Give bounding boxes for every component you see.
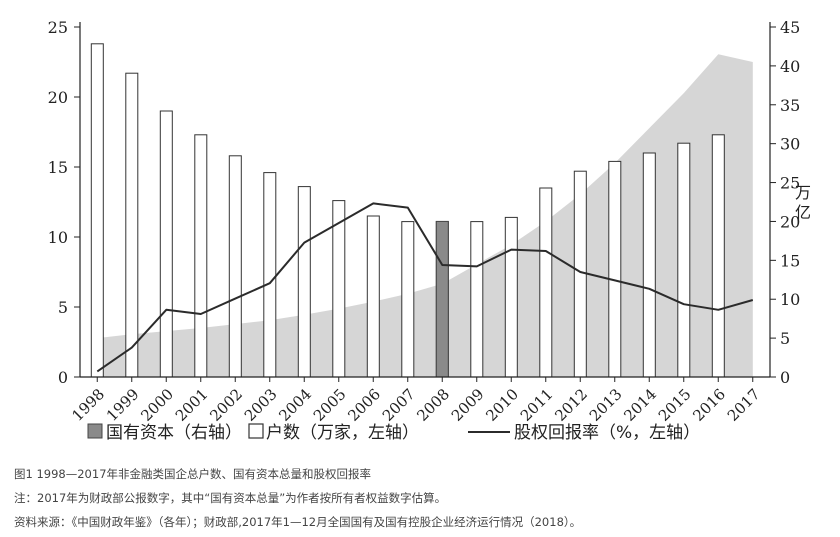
count-bar-2006 bbox=[366, 215, 380, 378]
right-tick-label-5: 5 bbox=[780, 329, 790, 348]
x-tick-label-2006: 2006 bbox=[344, 385, 384, 425]
x-tick-label-2013: 2013 bbox=[586, 385, 626, 425]
roe-line-layer bbox=[96, 202, 754, 373]
capital-bar-2008 bbox=[435, 220, 449, 378]
x-tick-label-2010: 2010 bbox=[482, 385, 522, 425]
right-axis-unit-1: 万 bbox=[795, 183, 811, 202]
left-tick-label-15: 15 bbox=[48, 158, 68, 177]
count-bar-2009 bbox=[470, 221, 484, 378]
right-tick-label-30: 30 bbox=[780, 135, 800, 154]
x-tick-label-2014: 2014 bbox=[620, 385, 660, 425]
x-tick-label-2005: 2005 bbox=[310, 385, 350, 425]
count-bar-2012 bbox=[573, 170, 587, 378]
x-tick-label-2008: 2008 bbox=[413, 385, 453, 425]
capital-area bbox=[97, 54, 753, 377]
count-bar-2007 bbox=[401, 221, 415, 378]
count-bar-1999 bbox=[125, 72, 139, 378]
legend-swatch-capital bbox=[87, 423, 103, 439]
legend-label-roe: 股权回报率（%，左轴） bbox=[514, 423, 700, 443]
count-bar-2004 bbox=[297, 186, 311, 378]
x-tick-label-2015: 2015 bbox=[655, 385, 695, 425]
right-tick-label-20: 20 bbox=[780, 212, 800, 231]
count-bar-2002 bbox=[228, 155, 242, 378]
legend-swatch-count bbox=[248, 423, 264, 439]
right-axis-unit-2: 亿 bbox=[795, 203, 811, 222]
x-tick-label-2003: 2003 bbox=[241, 385, 281, 425]
right-tick-label-40: 40 bbox=[780, 57, 800, 76]
count-bar-2015 bbox=[677, 142, 691, 378]
figure-caption: 图1 1998—2017年非金融类国企总户数、国有资本总量和股权回报率 bbox=[14, 467, 372, 481]
legend-label-count: 户数（万家，左轴） bbox=[266, 423, 419, 443]
right-tick-label-25: 25 bbox=[780, 174, 800, 193]
left-tick-label-5: 5 bbox=[58, 298, 68, 317]
x-tick-label-2017: 2017 bbox=[724, 385, 764, 425]
left-tick-label-25: 25 bbox=[48, 18, 68, 37]
right-tick-label-10: 10 bbox=[780, 290, 800, 309]
x-tick-label-2011: 2011 bbox=[517, 385, 557, 425]
figure-source: 资料来源：《中国财政年鉴》（各年）；财政部,2017年1—12月全国国有及国有控… bbox=[14, 515, 582, 529]
count-bar-2003 bbox=[263, 172, 277, 378]
legend: 国有资本（右轴） 户数（万家，左轴） 股权回报率（%，左轴） bbox=[87, 423, 700, 443]
x-tick-label-2007: 2007 bbox=[379, 385, 419, 425]
count-bar-2013 bbox=[608, 160, 622, 378]
roe-line bbox=[96, 202, 754, 373]
x-tick-label-1999: 1999 bbox=[103, 385, 143, 425]
right-tick-label-15: 15 bbox=[780, 251, 800, 270]
x-tick-label-1998: 1998 bbox=[68, 385, 108, 425]
count-bar-2000 bbox=[159, 110, 173, 378]
figure-note: 注：2017年为财政部公报数字，其中“国有资本总量”为作者按所有者权益数字估算。 bbox=[14, 491, 447, 505]
count-bar-2010 bbox=[504, 216, 518, 378]
chart: 0 5 10 15 20 25 0 5 10 15 20 25 30 35 40 45 199819992000… bbox=[48, 18, 811, 443]
right-tick-label-45: 45 bbox=[780, 18, 800, 37]
x-tick-label-2004: 2004 bbox=[275, 385, 315, 425]
x-tick-label-2000: 2000 bbox=[137, 385, 177, 425]
count-bar-2011 bbox=[539, 187, 553, 378]
legend-label-capital: 国有资本（右轴） bbox=[106, 423, 242, 443]
x-tick-label-2002: 2002 bbox=[206, 385, 246, 425]
left-tick-label-20: 20 bbox=[48, 88, 68, 107]
left-tick-label-10: 10 bbox=[48, 228, 68, 247]
count-bar-2005 bbox=[332, 200, 346, 378]
count-bar-2014 bbox=[642, 152, 656, 378]
count-bar-2016 bbox=[711, 134, 725, 378]
count-bar-2001 bbox=[194, 134, 208, 378]
count-bar-1998 bbox=[90, 43, 104, 378]
bar-layer bbox=[90, 43, 725, 378]
left-tick-label-0: 0 bbox=[58, 368, 68, 387]
right-tick-label-35: 35 bbox=[780, 96, 800, 115]
x-tick-label-2012: 2012 bbox=[551, 385, 591, 425]
right-tick-label-0: 0 bbox=[780, 368, 790, 387]
capital-area-layer bbox=[97, 54, 753, 377]
x-tick-label-2001: 2001 bbox=[172, 385, 212, 425]
x-tick-label-2016: 2016 bbox=[689, 385, 729, 425]
notes: 图1 1998—2017年非金融类国企总户数、国有资本总量和股权回报率 注：20… bbox=[14, 462, 834, 534]
x-tick-label-2009: 2009 bbox=[448, 385, 488, 425]
